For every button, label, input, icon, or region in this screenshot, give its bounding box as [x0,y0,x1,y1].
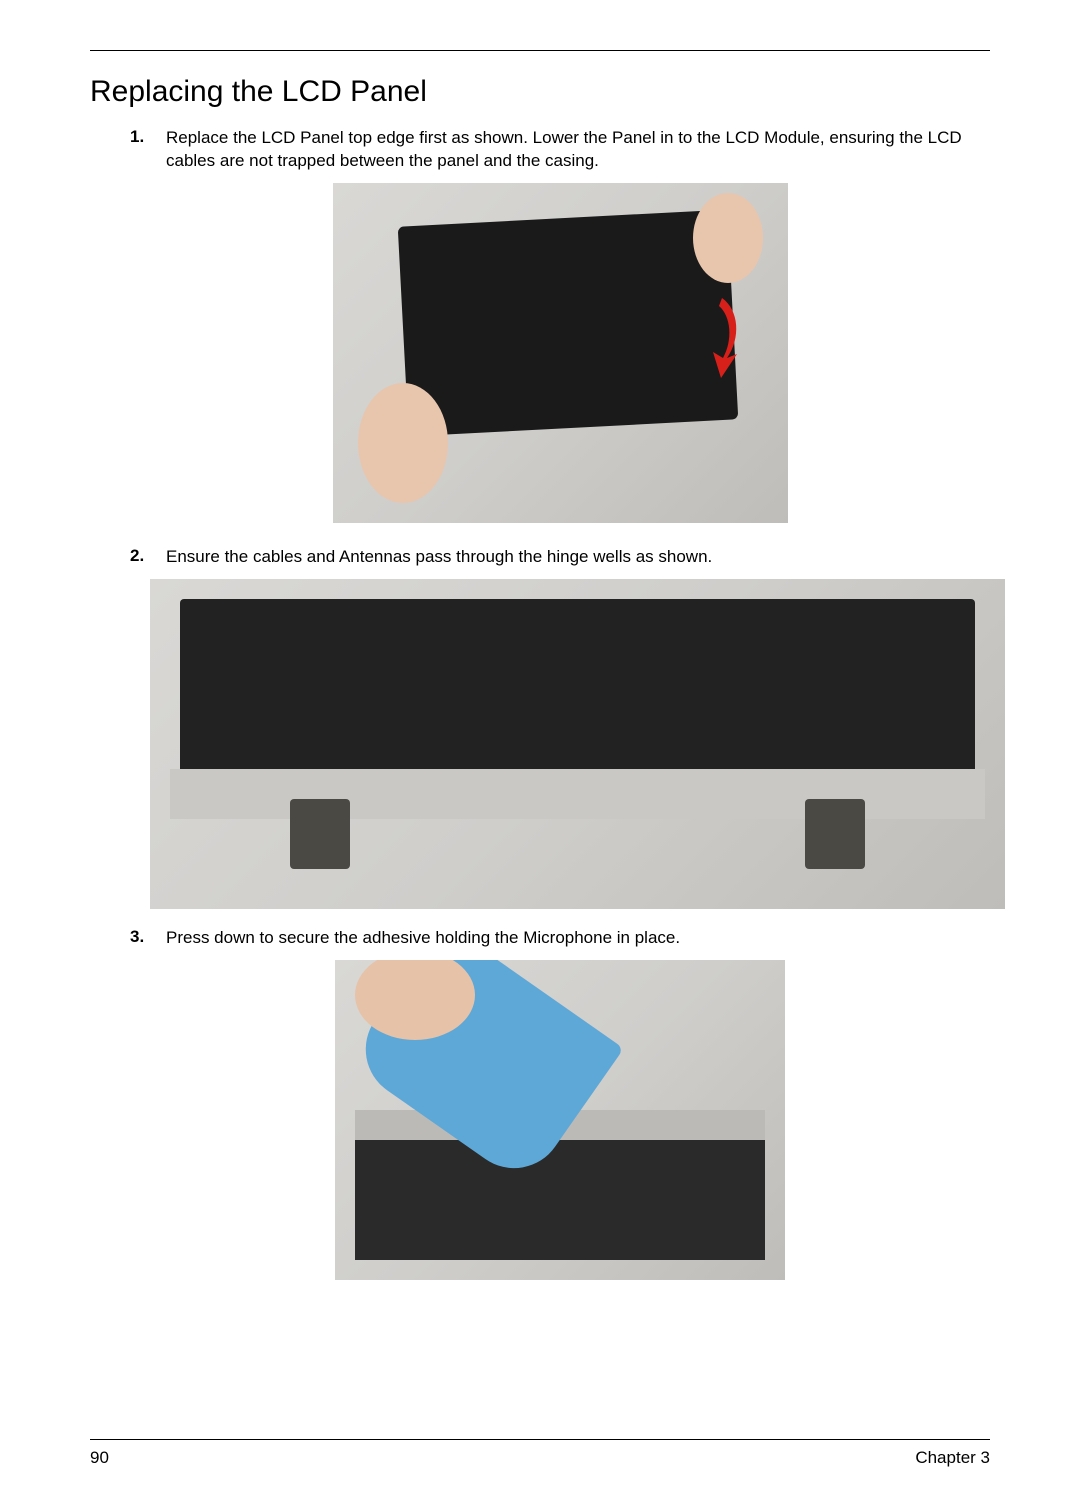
arrow-icon [701,298,743,378]
step-1-text: Replace the LCD Panel top edge first as … [166,127,990,173]
chapter-label: Chapter 3 [915,1448,990,1468]
step-1: 1. Replace the LCD Panel top edge first … [130,127,990,173]
figure-3-image [335,960,785,1280]
figure-2-image [150,579,1005,909]
step-3-text: Press down to secure the adhesive holdin… [166,927,680,950]
page: Replacing the LCD Panel 1. Replace the L… [0,0,1080,1512]
bottom-rule [90,1439,990,1440]
figure-1-wrap [130,183,990,528]
step-1-number: 1. [130,127,166,173]
step-3: 3. Press down to secure the adhesive hol… [130,927,990,950]
figure-3-wrap [130,960,990,1285]
footer: 90 Chapter 3 [90,1448,990,1468]
step-2: 2. Ensure the cables and Antennas pass t… [130,546,990,569]
page-number: 90 [90,1448,109,1468]
figure-2-wrap [150,579,990,909]
top-rule [90,50,990,51]
step-3-number: 3. [130,927,166,950]
step-2-number: 2. [130,546,166,569]
step-2-text: Ensure the cables and Antennas pass thro… [166,546,712,569]
figure-1-image [333,183,788,523]
page-title: Replacing the LCD Panel [90,75,990,109]
step-list: 1. Replace the LCD Panel top edge first … [90,127,990,1285]
